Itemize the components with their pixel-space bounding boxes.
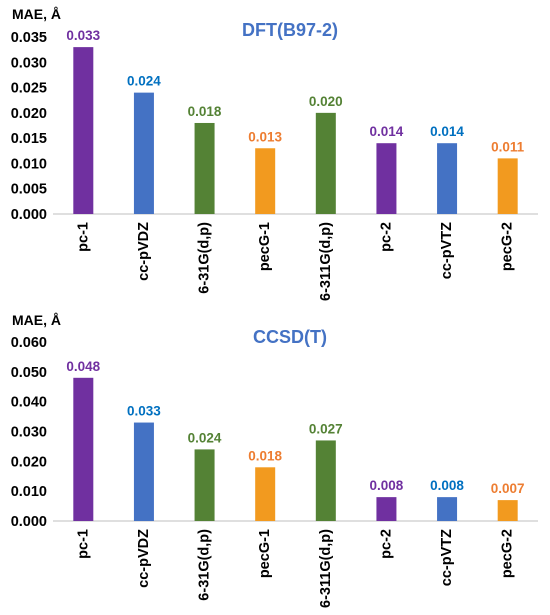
data-label: 0.024 (188, 430, 222, 445)
data-label: 0.007 (491, 481, 525, 496)
bar (133, 92, 154, 214)
y-tick-label: 0.035 (11, 30, 47, 46)
data-label: 0.008 (430, 478, 464, 493)
y-tick-label: 0.005 (11, 182, 47, 198)
data-label: 0.018 (248, 448, 282, 463)
bar (133, 422, 154, 521)
bar (376, 497, 397, 521)
x-tick-label: cc-pVDZ (136, 222, 152, 281)
bar (194, 449, 215, 521)
y-tick-label: 0.010 (11, 484, 47, 500)
data-label: 0.033 (66, 28, 100, 43)
y-tick-label: 0.015 (11, 131, 47, 147)
bar (73, 377, 94, 521)
data-label: 0.048 (66, 359, 100, 374)
bar (497, 158, 518, 214)
bar (497, 500, 518, 521)
data-label: 0.033 (127, 404, 161, 419)
data-label: 0.008 (370, 478, 404, 493)
x-tick-label: cc-pVTZ (439, 529, 455, 586)
y-tick-label: 0.020 (11, 454, 47, 470)
x-tick-label: pc-2 (378, 222, 394, 252)
x-tick-label: pecG-1 (257, 529, 273, 578)
y-tick-label: 0.060 (11, 335, 47, 351)
y-tick-label: 0.030 (11, 425, 47, 441)
data-label: 0.027 (309, 421, 343, 436)
data-label: 0.020 (309, 94, 343, 109)
y-tick-label: 0.030 (11, 55, 47, 71)
x-tick-label: pc-2 (378, 529, 394, 559)
y-tick-label: 0.000 (11, 207, 47, 223)
x-tick-label: 6-31G(d,p) (197, 222, 213, 294)
bar (437, 143, 458, 214)
x-tick-label: 6-311G(d,p) (318, 529, 334, 608)
y-tick-label: 0.040 (11, 395, 47, 411)
x-tick-label: pecG-1 (257, 222, 273, 271)
y-tick-label: 0.020 (11, 106, 47, 122)
y-tick-label: 0.000 (11, 514, 47, 530)
bar (315, 440, 336, 521)
data-label: 0.011 (491, 139, 525, 154)
y-axis-label: MAE, Å (12, 312, 61, 328)
chart-title: DFT(B97-2) (242, 20, 338, 40)
y-axis-label: MAE, Å (12, 6, 61, 22)
x-tick-label: cc-pVDZ (136, 529, 152, 588)
bar (255, 467, 276, 521)
y-tick-label: 0.050 (11, 365, 47, 381)
y-tick-label: 0.010 (11, 156, 47, 172)
bar (194, 122, 215, 214)
x-tick-label: cc-pVTZ (439, 222, 455, 279)
bar (315, 112, 336, 214)
bar (437, 497, 458, 521)
y-tick-label: 0.025 (11, 81, 47, 97)
data-label: 0.014 (370, 124, 404, 139)
x-tick-label: 6-31G(d,p) (197, 529, 213, 601)
data-label: 0.018 (188, 104, 222, 119)
data-label: 0.013 (248, 129, 282, 144)
bar (376, 143, 397, 214)
x-tick-label: pecG-2 (500, 222, 516, 271)
x-tick-label: pc-1 (75, 222, 91, 252)
x-tick-label: 6-311G(d,p) (318, 222, 334, 301)
bar (73, 47, 94, 214)
bar (255, 148, 276, 214)
x-tick-label: pc-1 (75, 529, 91, 559)
data-label: 0.024 (127, 74, 161, 89)
data-label: 0.014 (430, 124, 464, 139)
x-tick-label: pecG-2 (500, 529, 516, 578)
chart-title: CCSD(T) (253, 327, 327, 347)
